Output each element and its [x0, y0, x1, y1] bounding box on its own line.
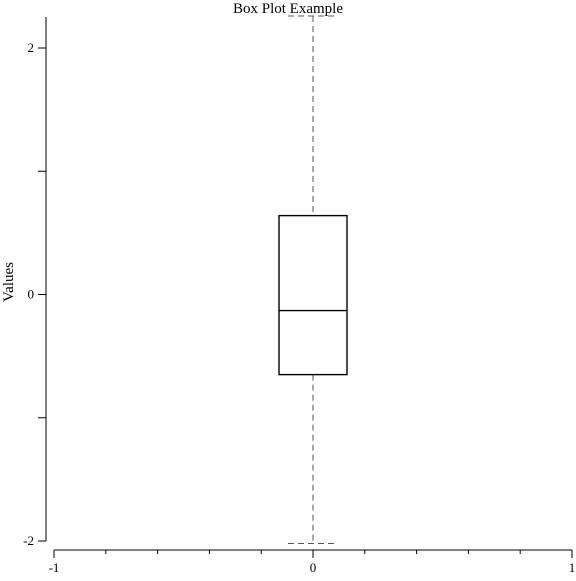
- x-tick-label: 1: [569, 560, 576, 575]
- chart-title: Box Plot Example: [233, 1, 343, 17]
- boxes: [278, 15, 348, 544]
- axes: 2 0 -2 -1 0 1: [23, 17, 575, 575]
- y-axis-label: Values: [1, 262, 17, 302]
- box-iqr: [278, 214, 348, 376]
- x-tick-label: 0: [310, 560, 317, 575]
- y-tick-label: 2: [28, 40, 35, 55]
- x-tick-label: -1: [49, 560, 60, 575]
- y-tick-label: -2: [23, 533, 34, 548]
- y-tick-label: 0: [28, 287, 35, 302]
